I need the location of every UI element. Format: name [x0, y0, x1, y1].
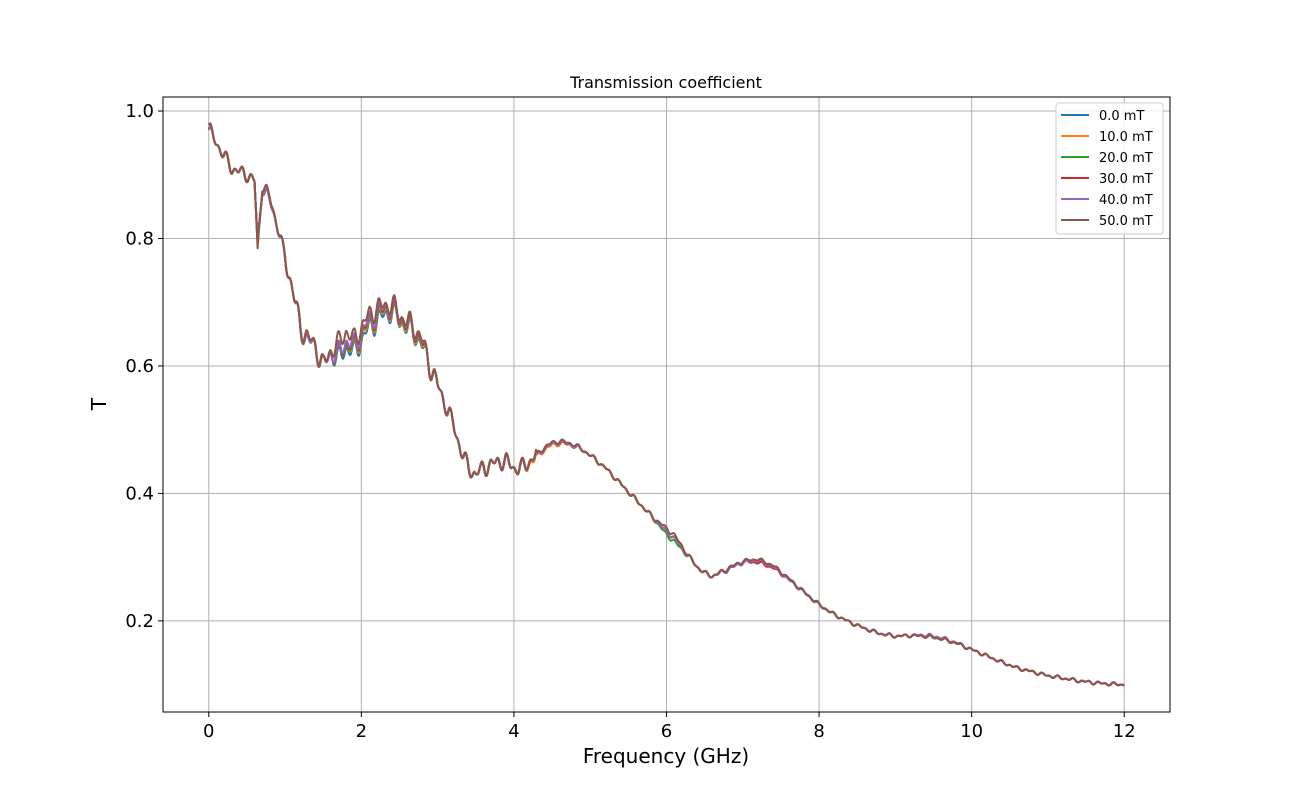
x-tick-label: 8: [813, 721, 824, 742]
x-axis-label: Frequency (GHz): [583, 744, 749, 768]
x-tick-label: 0: [203, 721, 214, 742]
series-line-5: [207, 122, 1125, 687]
y-tick-label: 1.0: [125, 101, 154, 122]
legend: 0.0 mT 10.0 mT 20.0 mT 30.0 mT 40.0 mT 50.0 m…: [1055, 102, 1164, 235]
x-tick-label: 10: [960, 721, 983, 742]
plot-series: [207, 122, 1125, 687]
y-tick-label: 0.4: [125, 483, 154, 504]
y-tick-label: 0.6: [125, 356, 154, 377]
legend-entry-label: 20.0 mT: [1099, 151, 1153, 166]
grid-lines: [163, 97, 1170, 712]
y-axis-label: T: [87, 397, 111, 411]
x-tick-label: 2: [356, 721, 367, 742]
legend-entry-label: 30.0 mT: [1099, 172, 1153, 187]
legend-entry-label: 0.0 mT: [1099, 109, 1144, 124]
legend-entry-label: 40.0 mT: [1099, 193, 1153, 208]
legend-entry-label: 10.0 mT: [1099, 130, 1153, 145]
y-tick-label: 0.2: [125, 611, 154, 632]
x-tick-label: 12: [1113, 721, 1136, 742]
x-tick-label: 6: [661, 721, 672, 742]
y-tick-label: 0.8: [125, 228, 154, 249]
axis-ticks: 0 2 4 6 8 10 12 0.2 0.4 0.6 0.8 1.0: [125, 101, 1135, 742]
x-tick-label: 4: [508, 721, 519, 742]
legend-entry-label: 50.0 mT: [1099, 214, 1153, 229]
chart-title: Transmission coefficient: [569, 73, 762, 92]
